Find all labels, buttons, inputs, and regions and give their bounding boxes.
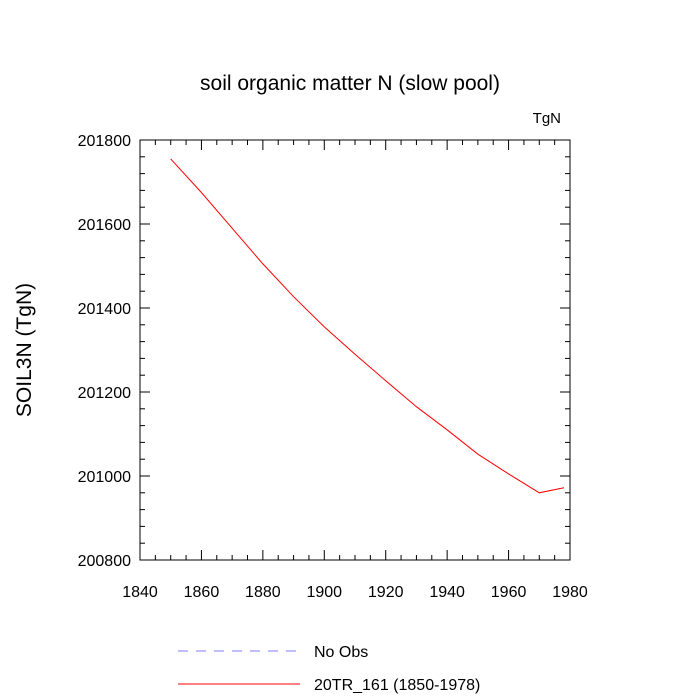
chart-title: soil organic matter N (slow pool) (200, 72, 500, 95)
legend-label: No Obs (314, 644, 368, 661)
ticks (139, 139, 571, 561)
y-tick-label: 201200 (78, 385, 131, 402)
x-tick-label: 1880 (245, 584, 281, 601)
x-tick-label: 1960 (491, 584, 527, 601)
y-axis-label: SOIL3N (TgN) (13, 283, 36, 417)
y-tick-label: 200800 (78, 553, 131, 570)
x-tick-label: 1860 (184, 584, 220, 601)
plot-frame (139, 139, 571, 561)
legend-label: 20TR_161 (1850-1978) (314, 677, 480, 694)
x-tick-label: 1920 (368, 584, 404, 601)
y-tick-label: 201600 (78, 217, 131, 234)
series-group (170, 158, 564, 494)
x-tick-label: 1980 (552, 584, 588, 601)
x-tick-label: 1900 (306, 584, 342, 601)
x-tick-label: 1840 (122, 584, 158, 601)
y-tick-label: 201800 (78, 133, 131, 150)
y-tick-label: 201400 (78, 301, 131, 318)
tick-labels: 1840 1860 1880 1900 1920 1940 1960 1980 200800 20… (78, 133, 588, 601)
y-tick-label: 201000 (78, 469, 131, 486)
series-line (170, 158, 564, 494)
units-label: TgN (533, 110, 561, 127)
legend: No Obs 20TR_161 (1850-1978) (178, 644, 480, 694)
x-tick-label: 1940 (429, 584, 465, 601)
